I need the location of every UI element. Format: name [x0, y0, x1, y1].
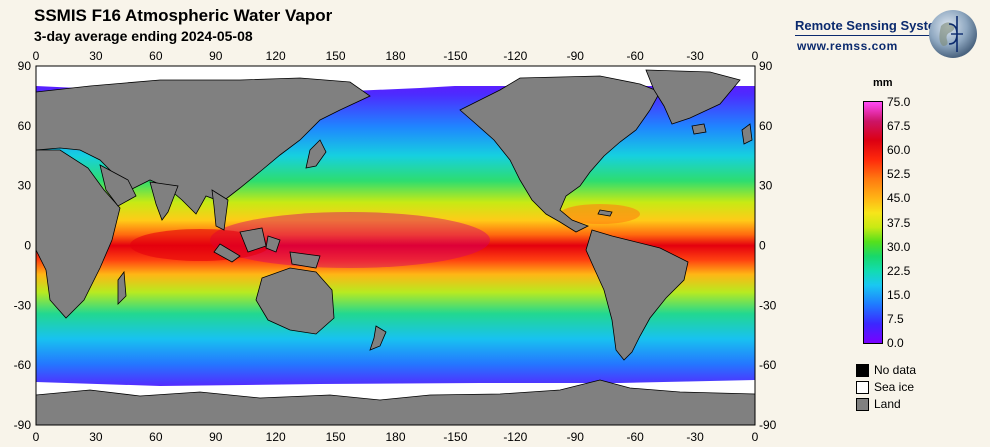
- legend-swatch: [856, 380, 869, 394]
- colorbar-tick-label: 60.0: [887, 143, 911, 158]
- map-field: [36, 66, 755, 425]
- lon-tick-label: 30: [89, 430, 103, 444]
- colorbar-tick-label: 37.5: [887, 215, 911, 230]
- lon-tick-label: 90: [209, 430, 223, 444]
- lon-tick-label: -60: [626, 49, 644, 63]
- legend-swatch: [856, 363, 869, 377]
- lat-tick-label: -30: [759, 298, 777, 312]
- colorbar-tick-label: 22.5: [887, 263, 911, 278]
- lat-tick-label: -60: [14, 358, 32, 372]
- legend-label: Sea ice: [874, 380, 915, 394]
- brand-url[interactable]: www.remss.com: [797, 39, 898, 53]
- lat-tick-label: 60: [18, 119, 32, 133]
- colorbar-tick-label: 45.0: [887, 191, 911, 206]
- colorbar-unit: mm: [873, 77, 893, 89]
- lon-axis-bottom: 0 30 60 90 120 150 180 -150 -120 -90 -60 -30 0: [33, 430, 759, 444]
- lon-tick-label: 0: [33, 49, 40, 63]
- legend-swatch: [856, 397, 869, 411]
- lat-axis-left: 90 60 30 0 -30 -60 -90: [14, 59, 32, 432]
- lon-axis-top: 0 30 60 90 120 150 180 -150 -120 -90 -60 -30 0: [33, 49, 759, 63]
- lon-tick-label: 120: [266, 49, 286, 63]
- lon-tick-label: 60: [149, 49, 163, 63]
- lon-tick-label: -30: [686, 430, 704, 444]
- lon-tick-label: -60: [626, 430, 644, 444]
- lat-tick-label: 90: [759, 59, 773, 73]
- lat-tick-label: -30: [14, 298, 32, 312]
- lon-tick-label: 0: [752, 49, 759, 63]
- lat-tick-label: 30: [759, 179, 773, 193]
- lat-tick-label: -90: [14, 418, 32, 432]
- lat-tick-label: -60: [759, 358, 777, 372]
- lon-tick-label: -150: [443, 430, 467, 444]
- lat-tick-label: 90: [18, 59, 32, 73]
- lon-tick-label: 180: [385, 430, 405, 444]
- lon-tick-label: 0: [33, 430, 40, 444]
- colorbar-tick-label: 30.0: [887, 239, 911, 254]
- lon-tick-label: 30: [89, 49, 103, 63]
- map-title: SSMIS F16 Atmospheric Water Vapor: [34, 6, 333, 25]
- lon-tick-label: -120: [503, 49, 527, 63]
- lat-axis-right: 90 60 30 0 -30 -60 -90: [759, 59, 777, 432]
- colorbar-tick-label: 52.5: [887, 167, 911, 182]
- colorbar: [863, 101, 883, 344]
- globe-icon: [929, 10, 977, 58]
- lon-tick-label: -90: [567, 49, 585, 63]
- lat-tick-label: 0: [759, 239, 766, 253]
- colorbar-tick-label: 7.5: [887, 311, 904, 326]
- lon-tick-label: 0: [752, 430, 759, 444]
- colorbar-tick-label: 0.0: [887, 336, 904, 350]
- legend-label: Land: [874, 397, 901, 411]
- lon-tick-label: -120: [503, 430, 527, 444]
- water-vapor-map: 0 30 60 90 120 150 180 -150 -120 -90 -60 -30 0 0 30 60…: [14, 49, 777, 444]
- lon-tick-label: 150: [326, 430, 346, 444]
- lon-tick-label: 150: [326, 49, 346, 63]
- legend-item: No data: [856, 363, 916, 377]
- lon-tick-label: 120: [266, 430, 286, 444]
- lon-tick-label: -150: [443, 49, 467, 63]
- lat-tick-label: 0: [24, 239, 31, 253]
- lat-tick-label: -90: [759, 418, 777, 432]
- map-frame: [35, 65, 756, 426]
- lat-tick-label: 60: [759, 119, 773, 133]
- lon-tick-label: 90: [209, 49, 223, 63]
- legend-item: Sea ice: [856, 380, 914, 394]
- lon-tick-label: -30: [686, 49, 704, 63]
- land-masses: [36, 69, 755, 425]
- brand-name: Remote Sensing Systems: [795, 18, 954, 33]
- brand-divider: [795, 35, 950, 36]
- colorbar-tick-label: 15.0: [887, 287, 911, 302]
- colorbar-tick-label: 75.0: [887, 95, 911, 109]
- lat-tick-label: 30: [18, 179, 32, 193]
- lon-tick-label: -90: [567, 430, 585, 444]
- legend-label: No data: [874, 363, 917, 377]
- lon-tick-label: 180: [385, 49, 405, 63]
- map-subtitle: 3-day average ending 2024-05-08: [34, 28, 253, 44]
- lon-tick-label: 60: [149, 430, 163, 444]
- legend-item: Land: [856, 397, 901, 411]
- colorbar-tick-label: 67.5: [887, 119, 911, 134]
